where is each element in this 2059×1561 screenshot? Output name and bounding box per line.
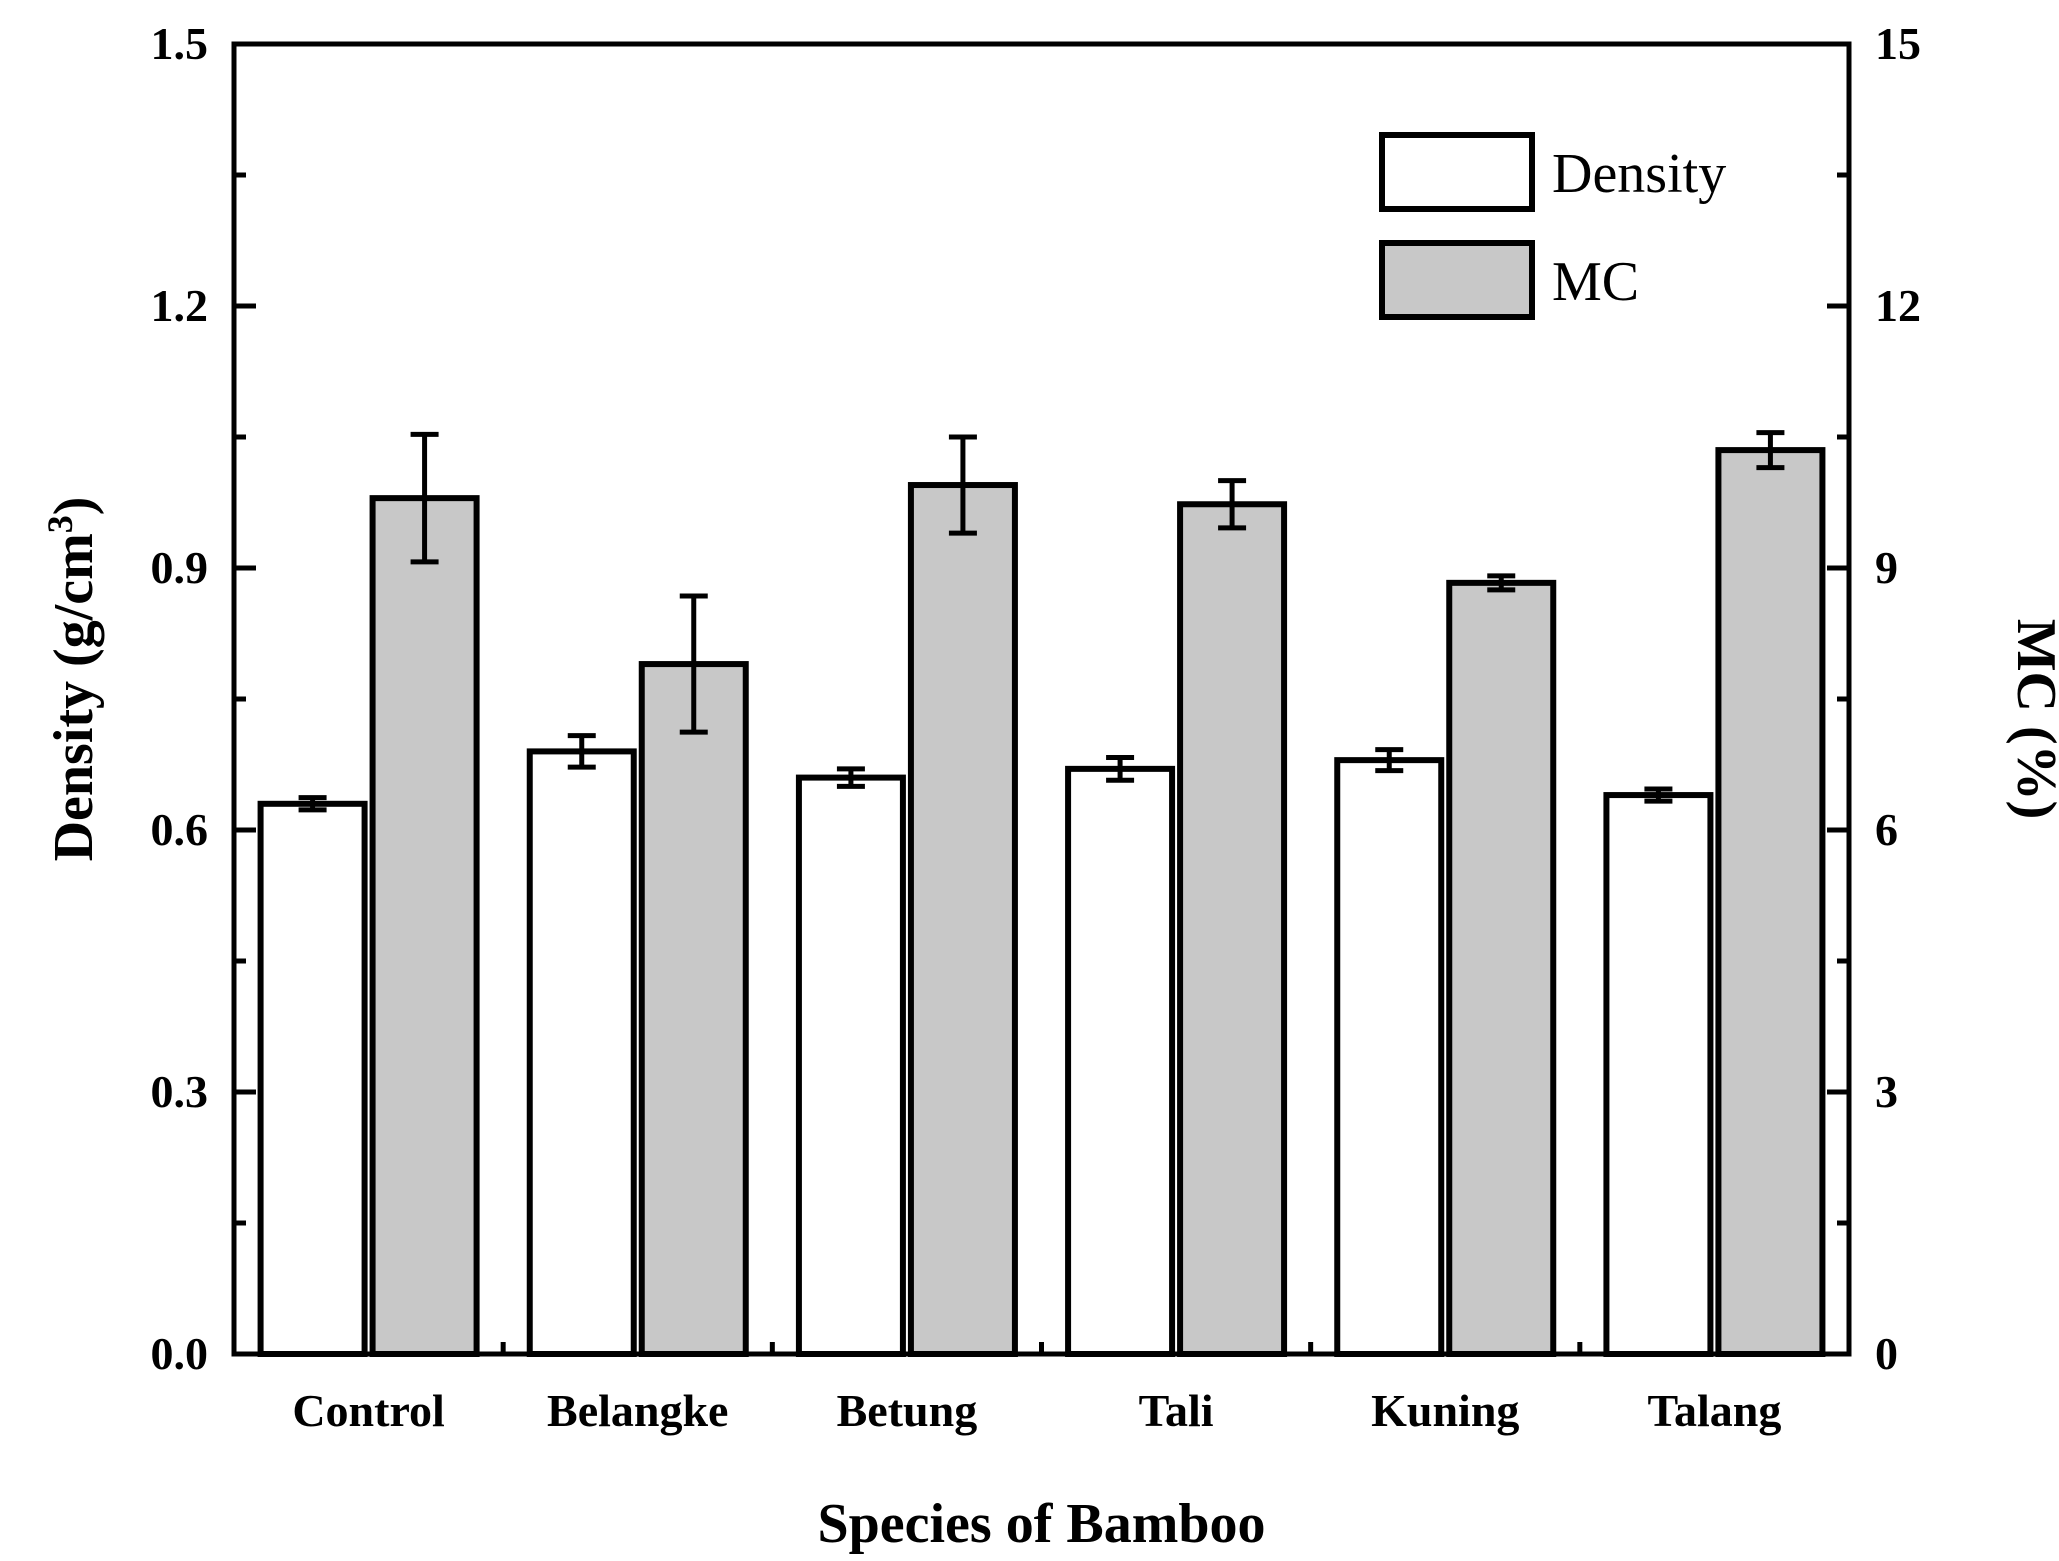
x-axis-title: Species of Bamboo xyxy=(818,1493,1266,1555)
y-left-tick-label: 1.5 xyxy=(151,18,209,69)
legend-swatch-density xyxy=(1379,132,1535,212)
y-left-tick-label: 0.0 xyxy=(151,1328,209,1379)
x-tick-label-tali: Tali xyxy=(1139,1385,1214,1436)
y-axis-left-title: Density (g/cm3) xyxy=(40,497,105,862)
bar-density-betung xyxy=(795,774,906,1357)
x-tick-label-belangke: Belangke xyxy=(547,1385,728,1436)
y-left-tick-label: 1.2 xyxy=(151,280,209,331)
bar-density-belangke xyxy=(526,748,637,1357)
x-tick-label-kuning: Kuning xyxy=(1371,1385,1519,1436)
legend-swatch-mc xyxy=(1379,240,1535,320)
y-right-tick-label: 12 xyxy=(1875,280,1921,331)
y-left-tick-label: 0.3 xyxy=(151,1066,209,1117)
bar-mc-control xyxy=(369,495,480,1357)
bar-mc-tali xyxy=(1177,501,1288,1358)
bar-mc-kuning xyxy=(1446,579,1557,1357)
legend-label-density: Density xyxy=(1552,143,1726,205)
y-right-tick-label: 9 xyxy=(1875,542,1898,593)
bar-density-control xyxy=(257,800,368,1357)
y-axis-left-title-text: Density (g/cm xyxy=(43,533,105,861)
y-right-tick-label: 15 xyxy=(1875,18,1921,69)
bar-density-kuning xyxy=(1334,757,1445,1357)
y-axis-left-title-close: ) xyxy=(43,497,105,516)
legend: Density MC xyxy=(1379,132,1726,320)
bar-density-tali xyxy=(1065,765,1176,1357)
bar-mc-talang xyxy=(1715,447,1826,1358)
x-tick-label-talang: Talang xyxy=(1648,1385,1782,1436)
y-right-tick-label: 0 xyxy=(1875,1328,1898,1379)
bar-mc-betung xyxy=(907,482,1018,1357)
bar-mc-belangke xyxy=(638,661,749,1357)
legend-label-mc: MC xyxy=(1552,251,1639,313)
y-right-tick-label: 6 xyxy=(1875,804,1898,855)
y-axis-right-title: MC (%) xyxy=(2005,619,2059,820)
bar-density-talang xyxy=(1603,792,1714,1357)
axis-ticks: 0.0 0.3 0.6 0.9 1.2 1.5 0 3 6 9 12 15 Control Belangk… xyxy=(151,18,1922,1436)
plot-area xyxy=(257,430,1826,1358)
y-axis-left-title-superscript: 3 xyxy=(40,515,80,533)
y-right-tick-label: 3 xyxy=(1875,1066,1898,1117)
y-left-tick-label: 0.6 xyxy=(151,804,209,855)
x-tick-label-betung: Betung xyxy=(837,1385,978,1436)
x-tick-label-control: Control xyxy=(292,1385,445,1436)
y-left-tick-label: 0.9 xyxy=(151,542,209,593)
